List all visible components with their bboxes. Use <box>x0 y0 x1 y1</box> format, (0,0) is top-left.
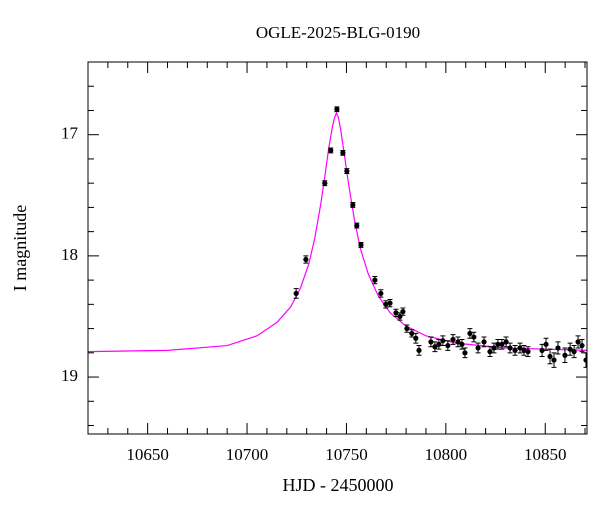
data-point <box>303 256 309 263</box>
model-curve <box>88 111 587 353</box>
data-point <box>393 310 399 316</box>
data-point <box>334 106 340 112</box>
data-point <box>539 347 545 353</box>
data-point <box>383 301 389 307</box>
data-point <box>555 345 561 351</box>
data-point <box>562 352 568 358</box>
data-point <box>512 347 518 353</box>
chart-title: OGLE-2025-BLG-0190 <box>256 23 420 42</box>
data-point <box>340 150 346 156</box>
data-point <box>432 344 438 350</box>
data-point <box>575 339 581 345</box>
data-point <box>487 349 493 355</box>
data-point <box>387 300 393 306</box>
data-point <box>350 202 356 208</box>
y-tick-label: 19 <box>61 366 78 385</box>
data-point <box>583 357 587 363</box>
data-point <box>567 346 573 352</box>
data-point <box>507 345 513 351</box>
data-point <box>467 330 473 337</box>
data-point <box>445 342 451 349</box>
data-point <box>547 353 553 360</box>
x-tick-label: 10750 <box>325 445 368 464</box>
data-point <box>409 330 415 337</box>
data-point <box>571 349 577 355</box>
plot-frame <box>87 61 588 435</box>
data-point <box>328 147 334 154</box>
data-point <box>440 338 446 344</box>
data-point <box>344 168 350 174</box>
data-point <box>521 347 527 353</box>
data-point <box>404 325 410 332</box>
plot-area <box>88 106 587 368</box>
x-tick-label: 10700 <box>226 445 269 464</box>
data-point <box>416 347 422 353</box>
data-point <box>499 341 505 347</box>
data-point <box>397 313 403 320</box>
x-axis-label: HJD - 2450000 <box>283 475 394 495</box>
data-point <box>481 339 487 345</box>
data-point <box>413 335 419 341</box>
x-tick-label: 10850 <box>524 445 567 464</box>
x-tick-label: 10650 <box>126 445 169 464</box>
data-point <box>322 180 328 186</box>
data-point <box>503 339 509 345</box>
data-point <box>400 309 406 315</box>
y-tick-label: 18 <box>61 245 78 264</box>
data-point <box>462 350 468 356</box>
data-point <box>495 341 501 347</box>
data-point <box>525 349 531 355</box>
data-point <box>378 290 384 297</box>
x-tick-label: 10800 <box>425 445 468 464</box>
data-point <box>358 242 364 248</box>
data-point <box>475 345 481 351</box>
data-point <box>517 345 523 351</box>
data-point <box>491 345 497 351</box>
y-tick-label: 17 <box>61 124 79 143</box>
data-point <box>471 334 477 340</box>
data-point <box>450 336 456 343</box>
data-point <box>455 339 461 345</box>
y-axis-label: I magnitude <box>10 205 30 291</box>
data-point <box>551 357 557 363</box>
data-point <box>372 277 378 283</box>
data-point <box>459 341 465 347</box>
data-point <box>436 341 442 347</box>
data-point <box>579 342 585 349</box>
data-point <box>354 222 360 229</box>
data-point <box>293 290 299 297</box>
data-point <box>543 341 549 347</box>
data-point <box>428 339 434 345</box>
